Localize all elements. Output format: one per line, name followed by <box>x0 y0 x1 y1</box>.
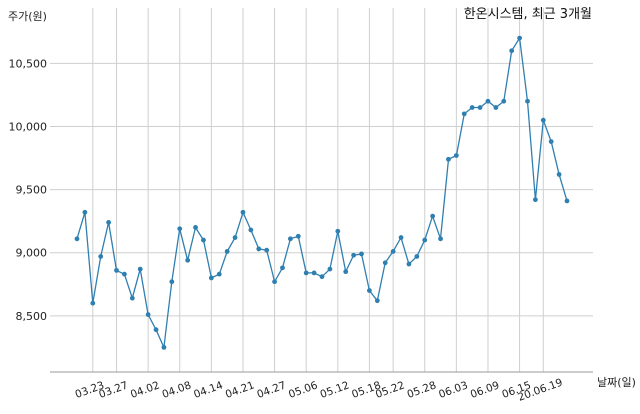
data-point <box>556 172 562 177</box>
data-point <box>414 254 420 259</box>
data-point <box>446 156 451 162</box>
data-point <box>224 249 230 254</box>
data-point <box>517 35 522 41</box>
data-point <box>359 251 364 257</box>
data-point <box>469 105 475 110</box>
data-point <box>493 105 499 110</box>
data-point <box>185 257 191 263</box>
data-point <box>201 237 206 243</box>
y-tick-label: 10,500 <box>9 57 48 70</box>
data-point <box>264 247 270 253</box>
data-point <box>98 254 104 259</box>
price-line <box>76 36 568 350</box>
y-tick-label: 9,000 <box>16 247 48 260</box>
data-point <box>303 270 309 276</box>
data-point <box>137 266 143 272</box>
data-point <box>438 236 443 242</box>
data-point <box>295 233 301 239</box>
data-point <box>367 288 372 293</box>
data-point <box>382 260 388 266</box>
data-point <box>216 271 222 277</box>
data-point <box>461 111 467 117</box>
data-point <box>319 274 325 280</box>
x-tick-label: 06.03 <box>437 379 469 401</box>
series-layer <box>74 35 570 350</box>
data-point <box>114 267 119 273</box>
data-point <box>193 225 198 230</box>
data-point <box>90 300 96 306</box>
data-point <box>280 265 285 271</box>
data-point <box>548 139 554 145</box>
x-axis-label: 날짜(일) <box>597 375 636 389</box>
x-tick-label: 04.21 <box>224 379 256 401</box>
data-point <box>256 246 262 252</box>
data-point <box>153 327 159 333</box>
data-point <box>311 270 317 276</box>
data-point <box>374 298 380 304</box>
data-point <box>509 48 515 54</box>
x-tick-label: 04.08 <box>161 379 193 401</box>
data-point <box>145 312 151 317</box>
data-point <box>272 279 277 285</box>
data-point <box>82 209 88 215</box>
data-point <box>208 275 214 281</box>
data-point <box>390 249 396 254</box>
x-tick-label: 05.06 <box>287 379 320 401</box>
data-point <box>540 117 546 123</box>
data-point <box>335 228 341 234</box>
data-point <box>351 252 357 258</box>
data-point <box>422 237 428 243</box>
x-tick-label: 05.28 <box>406 379 438 401</box>
chart-title: 한온시스템, 최근 3개월 <box>464 7 592 22</box>
x-tick-label: 04.02 <box>129 379 161 401</box>
data-point <box>453 153 459 158</box>
data-point <box>129 295 135 301</box>
data-point <box>74 236 80 242</box>
data-point <box>430 213 436 219</box>
data-point <box>177 226 183 232</box>
data-point <box>106 220 112 225</box>
data-point <box>343 269 349 275</box>
y-axis-label: 주가(원) <box>8 10 47 23</box>
data-point <box>406 261 412 267</box>
x-tick-label: 05.12 <box>319 379 351 401</box>
x-tick-label: 04.27 <box>255 379 287 401</box>
data-point <box>398 235 404 240</box>
x-tick-label: 04.14 <box>192 379 225 401</box>
data-point <box>240 209 246 215</box>
data-point <box>232 235 238 240</box>
data-point <box>501 98 507 104</box>
data-point <box>327 266 333 272</box>
data-point <box>532 197 538 203</box>
data-point <box>477 105 483 110</box>
x-tick-label: 06.09 <box>469 379 501 401</box>
data-point <box>169 279 175 285</box>
data-point <box>485 98 491 104</box>
data-point <box>287 236 293 242</box>
y-tick-label: 8,500 <box>16 310 48 323</box>
data-point <box>248 227 254 233</box>
y-tick-label: 10,000 <box>9 120 48 133</box>
data-point <box>564 198 570 204</box>
y-tick-label: 9,500 <box>16 184 48 197</box>
data-point <box>161 344 167 350</box>
grid-layer <box>50 8 593 372</box>
data-point <box>122 271 127 277</box>
data-point <box>525 98 530 104</box>
